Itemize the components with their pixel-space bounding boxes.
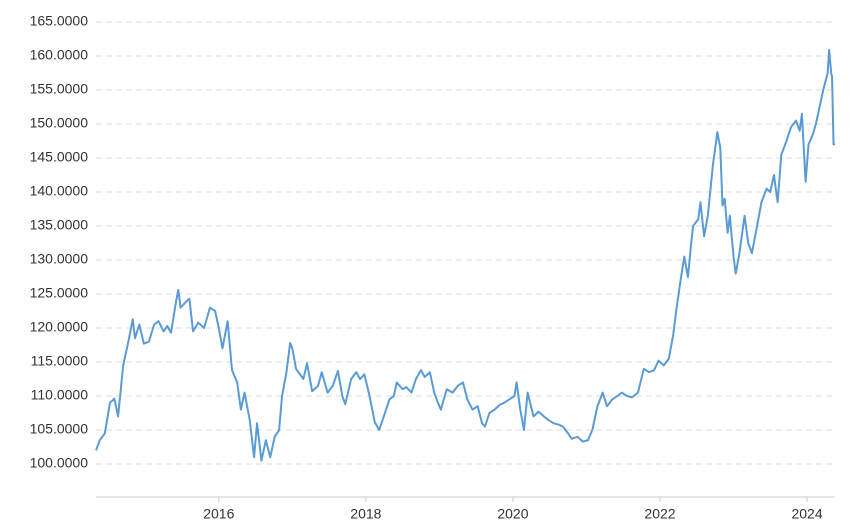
x-tick-label: 2024	[791, 506, 822, 522]
y-tick-label: 160.0000	[30, 47, 89, 63]
y-tick-label: 140.0000	[30, 183, 89, 199]
y-tick-label: 110.0000	[31, 387, 89, 403]
x-tick-label: 2020	[497, 506, 528, 522]
y-tick-label: 135.0000	[30, 217, 89, 233]
y-tick-label: 165.0000	[30, 13, 89, 29]
y-tick-label: 130.0000	[30, 251, 89, 267]
y-tick-label: 155.0000	[30, 81, 89, 97]
y-tick-label: 100.0000	[30, 455, 89, 471]
y-tick-label: 105.0000	[30, 421, 89, 437]
line	[95, 48, 835, 462]
x-tick-label: 2022	[644, 506, 675, 522]
y-tick-label: 145.0000	[30, 149, 89, 165]
y-tick-label: 120.0000	[30, 319, 89, 335]
x-tick-label: 2018	[350, 506, 381, 522]
y-tick-label: 150.0000	[30, 115, 89, 131]
y-tick-label: 115.0000	[31, 353, 89, 369]
y-tick-label: 125.0000	[30, 285, 89, 301]
x-tick-label: 2016	[203, 506, 234, 522]
